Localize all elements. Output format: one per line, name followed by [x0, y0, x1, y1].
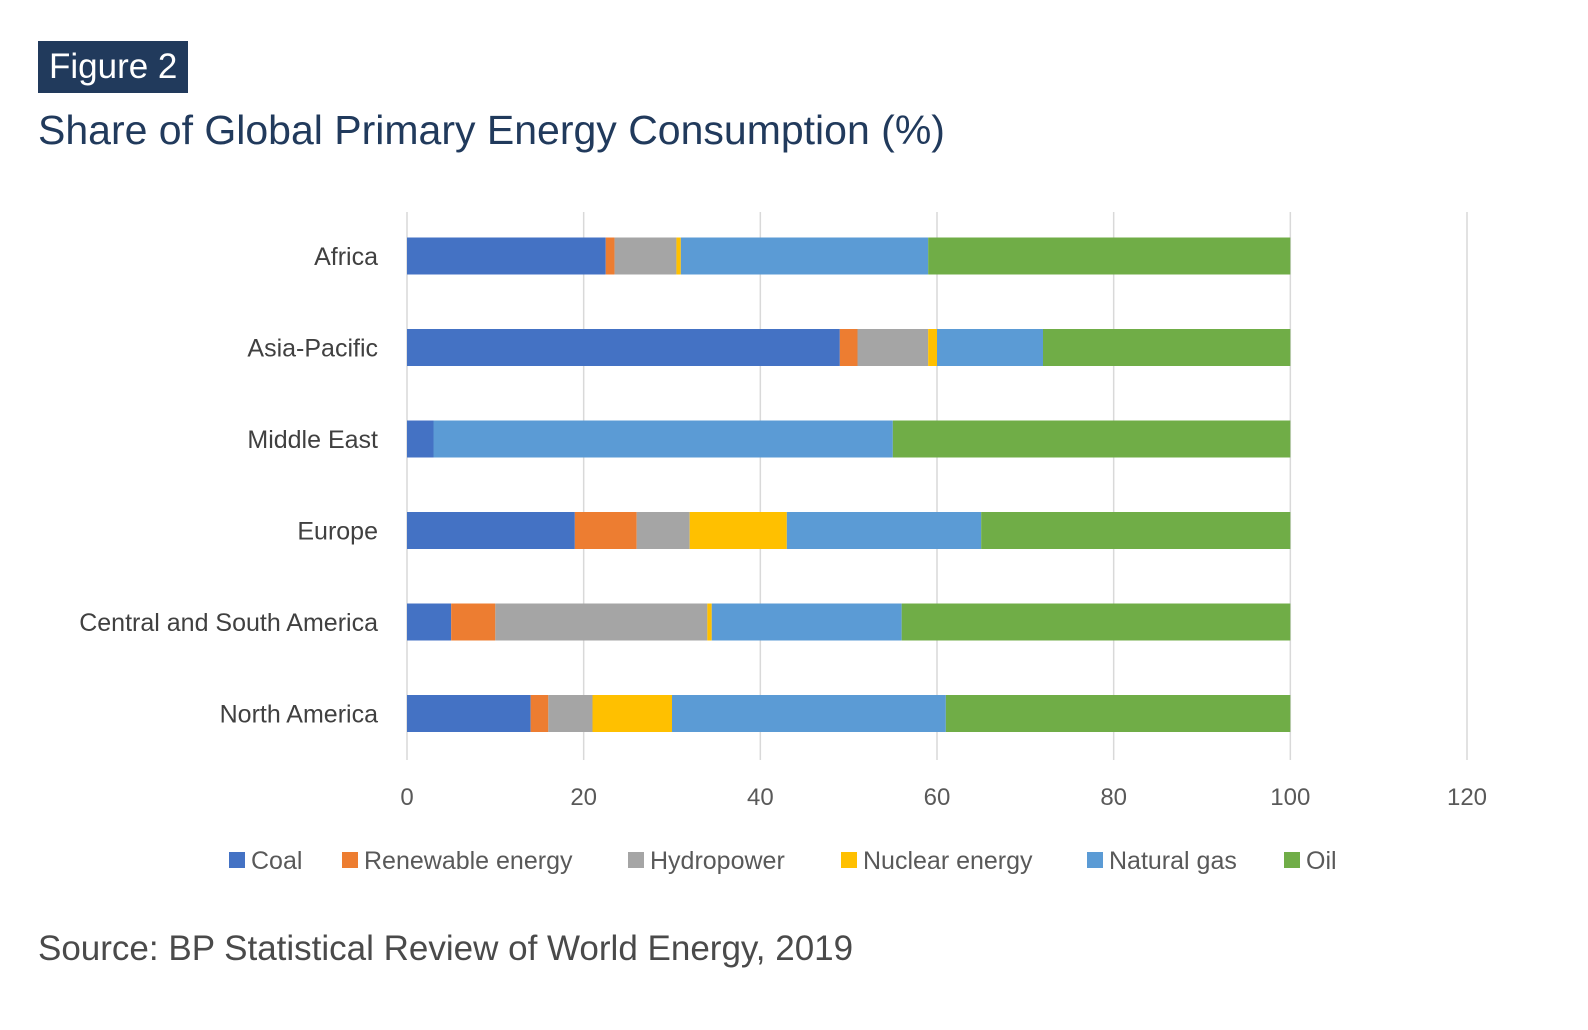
gridlines: [406, 212, 1468, 760]
stacked-bar-chart: Africa Asia-Pacific Middle East Europe Centr…: [79, 212, 1487, 875]
legend-item-oil: Oil: [1284, 847, 1337, 875]
x-tick-label: 120: [1447, 784, 1487, 811]
bar-segment-oil: [1043, 329, 1291, 366]
legend-label: Renewable energy: [364, 847, 573, 875]
bar-segment-nuclear-energy: [676, 237, 681, 275]
category-label: Africa: [314, 243, 378, 271]
legend-item-hydropower: Hydropower: [628, 847, 785, 875]
x-tick-label: 20: [570, 784, 597, 811]
bar-segment-natural-gas: [937, 329, 1043, 366]
bar-segment-natural-gas: [786, 512, 982, 549]
bars: [407, 237, 1291, 732]
bar-segment-oil: [981, 512, 1291, 549]
bar-segment-nuclear-energy: [707, 603, 712, 641]
bar-segment-oil: [901, 603, 1291, 641]
legend-swatch: [229, 852, 245, 868]
category-label: North America: [220, 701, 378, 729]
legend-swatch: [1284, 852, 1300, 868]
legend-item-renewable-energy: Renewable energy: [342, 847, 573, 875]
legend-label: Hydropower: [650, 847, 785, 875]
x-tick-label: 100: [1270, 784, 1310, 811]
chart-title: Share of Global Primary Energy Consumpti…: [38, 107, 945, 153]
bar-segment-natural-gas: [680, 237, 929, 275]
legend-swatch: [342, 852, 358, 868]
x-tick-labels: 0 20 40 60 80 100 120: [400, 784, 1487, 811]
category-label: Asia-Pacific: [247, 335, 378, 363]
source-note: Source: BP Statistical Review of World E…: [38, 929, 854, 968]
bar-segment-coal: [407, 237, 606, 275]
category-label: Middle East: [247, 426, 378, 454]
bar-segment-natural-gas: [672, 695, 946, 732]
bar-segment-hydropower: [614, 237, 677, 275]
bar-segment-natural-gas: [711, 603, 902, 641]
legend-swatch: [628, 852, 644, 868]
category-label: Europe: [297, 518, 378, 546]
bar-segment-coal: [407, 695, 531, 732]
bar-segment-oil: [892, 420, 1291, 458]
bar-segment-oil: [945, 695, 1291, 732]
legend-swatch: [841, 852, 857, 868]
bar-segment-renewable-energy: [605, 237, 615, 275]
category-labels: Africa Asia-Pacific Middle East Europe Centr…: [79, 243, 378, 729]
legend-label: Natural gas: [1109, 847, 1237, 875]
x-tick-label: 60: [924, 784, 951, 811]
bar-segment-renewable-energy: [530, 695, 549, 732]
bar-segment-coal: [407, 329, 840, 366]
legend-label: Oil: [1306, 847, 1337, 875]
bar-segment-coal: [407, 420, 434, 458]
x-tick-label: 80: [1100, 784, 1127, 811]
bar-segment-nuclear-energy: [928, 329, 937, 366]
legend-item-nuclear-energy: Nuclear energy: [841, 847, 1033, 875]
category-label: Central and South America: [79, 609, 378, 637]
legend-item-coal: Coal: [229, 847, 302, 875]
bar-segment-renewable-energy: [451, 603, 496, 641]
legend: Coal Renewable energy Hydropower Nuclear en…: [229, 847, 1337, 875]
bar-segment-hydropower: [857, 329, 929, 366]
legend-label: Nuclear energy: [863, 847, 1033, 875]
legend-item-natural-gas: Natural gas: [1087, 847, 1237, 875]
bar-segment-coal: [407, 512, 575, 549]
bar-segment-natural-gas: [433, 420, 893, 458]
bar-segment-coal: [407, 603, 452, 641]
figure-label: Figure 2: [38, 41, 189, 93]
bar-segment-renewable-energy: [839, 329, 858, 366]
bar-segment-hydropower: [548, 695, 593, 732]
bar-segment-nuclear-energy: [592, 695, 672, 732]
bar-segment-renewable-energy: [574, 512, 637, 549]
bar-segment-hydropower: [495, 603, 708, 641]
x-tick-label: 40: [747, 784, 774, 811]
legend-label: Coal: [251, 847, 302, 875]
bar-segment-oil: [928, 237, 1291, 275]
bar-segment-nuclear-energy: [689, 512, 787, 549]
bar-segment-hydropower: [636, 512, 690, 549]
x-tick-label: 0: [400, 784, 413, 811]
legend-swatch: [1087, 852, 1103, 868]
